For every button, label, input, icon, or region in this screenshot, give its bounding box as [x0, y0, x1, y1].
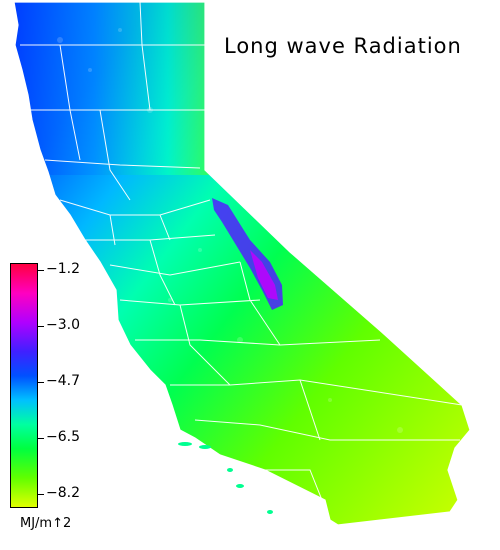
tick-mark-3 [38, 382, 44, 383]
tick-mark-4 [38, 438, 44, 439]
tick-label-2: −3.0 [46, 317, 80, 333]
tick-label-5: −8.2 [46, 485, 80, 501]
legend-units: MJ/m↑2 [20, 516, 72, 531]
color-scale-bar [10, 263, 38, 508]
tick-label-3: −4.7 [46, 373, 80, 389]
tick-label-1: −1.2 [46, 261, 80, 277]
sierra-peak-band [250, 250, 278, 300]
tick-mark-5 [38, 494, 44, 495]
county-lines [20, 1, 463, 521]
channel-islands [178, 442, 273, 514]
tick-label-4: −6.5 [46, 429, 80, 445]
tick-mark-1 [38, 270, 44, 271]
map-title: Long wave Radiation [224, 34, 462, 58]
tick-mark-2 [38, 326, 44, 327]
